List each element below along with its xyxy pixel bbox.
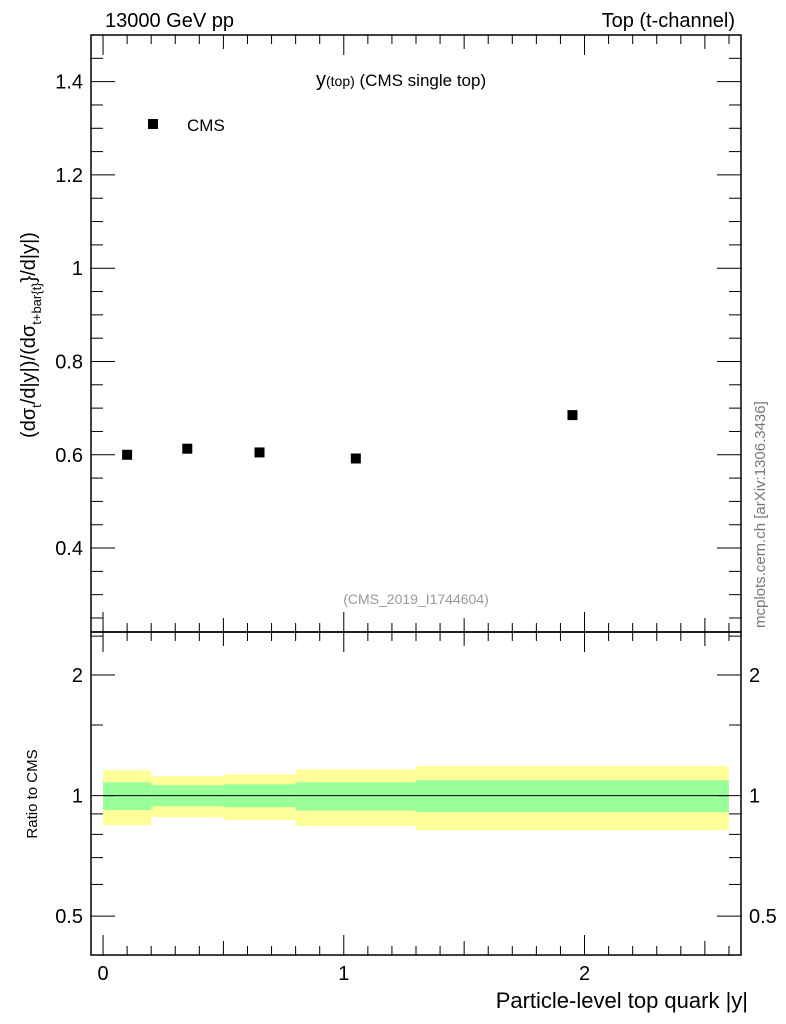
ylabel-part-3: t+bar{t} (29, 282, 44, 325)
ratio-y-tick-label: 1 (72, 786, 83, 808)
x-tick-label: 2 (579, 963, 590, 985)
x-tick-label: 1 (338, 963, 349, 985)
ylabel-part-1: t (29, 404, 44, 408)
ratio-y-tick-label: 0.5 (55, 906, 83, 928)
plot-title-sub: (top) (326, 73, 355, 89)
ratio-y-tick-label-right: 0.5 (749, 906, 777, 928)
ratio-y-tick-label-right: 2 (749, 665, 760, 687)
x-axis-label: Particle-level top quark |y| (496, 988, 748, 1013)
ylabel-part-4: }/d|y|) (18, 232, 40, 282)
header-right: Top (t-channel) (602, 10, 735, 32)
ratio-y-tick-label-right: 1 (749, 786, 760, 808)
y-tick-label: 1.2 (55, 165, 83, 187)
y-axis-label: (dσt/d|y|)/(dσt+bar{t}}/d|y|) (18, 232, 44, 438)
data-point-cms (254, 447, 265, 458)
ratio-band-stat-bin (416, 780, 729, 813)
analysis-id: (CMS_2019_I1744604) (343, 591, 489, 607)
data-point-cms (567, 410, 578, 421)
ratio-y-tick-label: 2 (72, 665, 83, 687)
data-point-cms (350, 453, 361, 464)
y-tick-label: 1 (72, 258, 83, 280)
data-point-cms (122, 449, 133, 460)
legend-marker-cms (148, 119, 158, 129)
header-left: 13000 GeV pp (105, 10, 234, 32)
plot-title: y(top) (CMS single top) (316, 69, 486, 91)
y-tick-label: 0.4 (55, 538, 83, 560)
plot-title-rest: (CMS single top) (355, 71, 486, 90)
y-tick-label: 0.8 (55, 351, 83, 373)
legend-label-cms: CMS (187, 116, 225, 135)
ratio-y-axis-label: Ratio to CMS (24, 749, 41, 838)
side-label: mcplots.cern.ch [arXiv:1306.3436] (752, 401, 769, 628)
ratio-band-stat-bin (103, 782, 152, 811)
x-tick-label: 0 (97, 963, 108, 985)
ylabel-part-2: /d|y|)/(dσ (18, 324, 40, 404)
y-tick-label: 0.6 (55, 445, 83, 467)
ratio-band-stat-bin (295, 782, 416, 811)
data-point-cms (182, 443, 193, 454)
plot-title-main: y (316, 69, 326, 91)
y-tick-label: 1.4 (55, 72, 83, 94)
ylabel-part-0: (dσ (18, 407, 40, 438)
